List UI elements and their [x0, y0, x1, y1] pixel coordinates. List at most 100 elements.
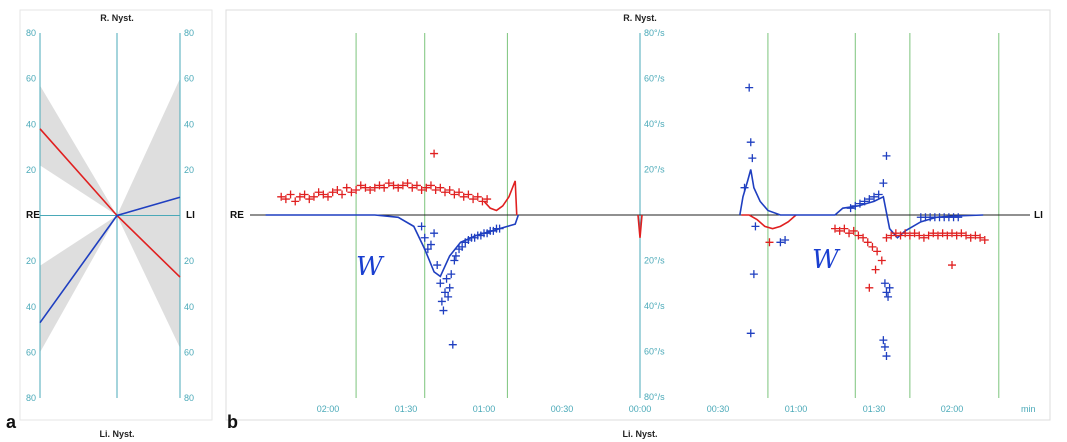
panel-b-point-blue-right-23	[882, 352, 891, 361]
panel-b-point-red-right-4	[849, 226, 858, 235]
panel-b-point-blue-right-19	[882, 288, 891, 297]
panel-b-zero-dip	[637, 214, 643, 238]
panel-b-point-red-right-33	[976, 233, 985, 242]
panel-b-point-blue-left-4	[430, 229, 439, 238]
panel-b-point-red-left-21	[375, 181, 384, 190]
panel-b-point-red-left-39	[459, 192, 468, 201]
panel-b-ytick-5: 20°/s	[644, 256, 665, 266]
panel-b-point-blue-right-0	[740, 183, 749, 192]
hand-mark-right: W	[812, 245, 841, 275]
panel-b-ytick-3: 20°/s	[644, 165, 665, 175]
panel-b-point-red-right-5	[854, 231, 863, 240]
panel-b-point-red-left-15	[347, 188, 356, 197]
panel-b-xtick-3: 00:30	[551, 404, 574, 414]
panel-a-ticks: 80 80 60 60 40 40 20 20 20 20 40 40 60 60 80 80	[26, 28, 194, 403]
panel-b-point-red-left-20	[370, 183, 379, 192]
panel-b-point-red-right-18	[905, 231, 914, 240]
panel-b-point-blue-right-2	[746, 138, 755, 147]
panel-b-point-red-right-6	[859, 233, 868, 242]
panel-b-point-red-left-12	[333, 185, 342, 194]
panel-b-letter: b	[227, 412, 238, 432]
panel-b-point-red-left-27	[403, 179, 412, 188]
panel-b-ytick-8: 80°/s	[644, 392, 665, 402]
panel-b-point-red-left-1	[281, 195, 290, 204]
panel-b-point-red-right-1	[835, 226, 844, 235]
panel-b-point-red-left-38	[455, 188, 464, 197]
panel-b-point-red-right-16	[896, 231, 905, 240]
panel-b-point-red-left-0	[277, 192, 286, 201]
panel-a-tick-left-5: 20	[26, 256, 36, 266]
panel-b-red-curve-right	[741, 214, 797, 230]
panel-b-point-red-left-24	[389, 181, 398, 190]
panel-b-point-red-right-8	[868, 242, 877, 251]
panel-b-point-red-left-8	[314, 188, 323, 197]
panel-b-point-blue-left-16	[451, 251, 460, 260]
panel-b-point-blue-right-24	[885, 283, 894, 292]
panel-b-point-red-left-23	[384, 179, 393, 188]
panel-b-point-blue-right-17	[882, 151, 891, 160]
panel-b-point-blue-left-18	[458, 242, 467, 251]
panel-b-ytick-7: 60°/s	[644, 347, 665, 357]
panel-b-point-red-left-35	[441, 188, 449, 197]
panel-b-point-red-right-9	[873, 247, 882, 256]
panel-b-point-red-left-5	[300, 190, 309, 199]
panel-b-x-unit: min	[1021, 404, 1036, 414]
panel-b-markers	[277, 83, 989, 361]
panel-b-point-red-right-12	[865, 283, 874, 292]
panel-b-point-blue-left-12	[445, 283, 454, 292]
panel-b-point-blue-right-7	[776, 238, 785, 247]
panel-b-point-blue-right-10	[851, 201, 860, 210]
panel-b-point-blue-right-6	[746, 329, 755, 338]
panel-b-point-red-right-32	[971, 231, 980, 240]
panel-b-point-red-left-13	[338, 190, 347, 199]
panel-b-point-blue-right-15	[874, 190, 883, 199]
panel-b-point-red-right-17	[901, 229, 910, 238]
panel-b-ytick-0: 80°/s	[644, 28, 665, 38]
panel-b-point-red-right-22	[924, 231, 933, 240]
panel-b-point-blue-right-3	[748, 154, 757, 163]
panel-b-point-blue-left-0	[417, 222, 426, 231]
panel-b-point-red-left-29	[412, 181, 421, 190]
panel-b-point-red-right-31	[966, 233, 975, 242]
panel-b-ytick-2: 40°/s	[644, 119, 665, 129]
panel-b-point-blue-left-6	[436, 279, 445, 288]
panel-b-point-red-left-7	[309, 192, 318, 201]
panel-b-point-blue-right-5	[751, 222, 760, 231]
panel-a-tick-left-1: 60	[26, 74, 36, 84]
panel-b-point-blue-left-1	[420, 233, 429, 242]
panel-a-bottom-label: Li. Nyst.	[99, 429, 134, 439]
panel-b-top-label: R. Nyst.	[623, 13, 657, 23]
panel-b-point-red-left-16	[352, 185, 361, 194]
panel-a-tick-left-3: 20	[26, 165, 36, 175]
panel-a-tick-right-6: 40	[184, 302, 194, 312]
panel-b-point-red-right-0	[831, 224, 839, 233]
panel-b-point-red-right-14	[887, 231, 896, 240]
panel-a-tick-right-2: 40	[184, 119, 194, 129]
panel-b-point-blue-right-1	[745, 83, 754, 92]
panel-b-point-red-left-44	[483, 195, 492, 204]
panel-b-border	[225, 9, 1051, 421]
panel-b-point-red-right-28	[952, 231, 961, 240]
panel-b-xtick-5: 00:30	[707, 404, 730, 414]
panel-b-point-red-left-14	[342, 183, 351, 192]
panel-b-ytick-1: 60°/s	[644, 74, 665, 84]
panel-b-point-blue-left-2	[423, 245, 432, 254]
panel-b-point-red-right-15	[891, 229, 900, 238]
panel-a-tick-right-1: 60	[184, 74, 194, 84]
panel-a-bands	[40, 78, 180, 353]
panel-b-point-red-right-34	[980, 236, 989, 245]
panel-b-point-red-right-7	[863, 238, 872, 247]
panel-a-border	[19, 9, 213, 421]
panel-b-point-red-left-37	[450, 190, 459, 199]
panel-b-point-blue-left-10	[442, 274, 451, 283]
panel-b-point-red-left-9	[319, 190, 328, 199]
panel-b-point-blue-left-30	[495, 224, 504, 233]
panel-b-point-blue-right-20	[884, 292, 893, 301]
panel-b-point-blue-right-11	[855, 199, 864, 208]
panel-b-point-red-left-10	[324, 192, 332, 201]
panel-a-tick-right-0: 80	[184, 28, 194, 38]
panel-b-point-blue-left-5	[433, 261, 442, 270]
panel-b-point-red-right-25	[938, 229, 947, 238]
panel-b-point-red-left-42	[473, 192, 482, 201]
panel-b-point-red-right-2	[840, 224, 849, 233]
